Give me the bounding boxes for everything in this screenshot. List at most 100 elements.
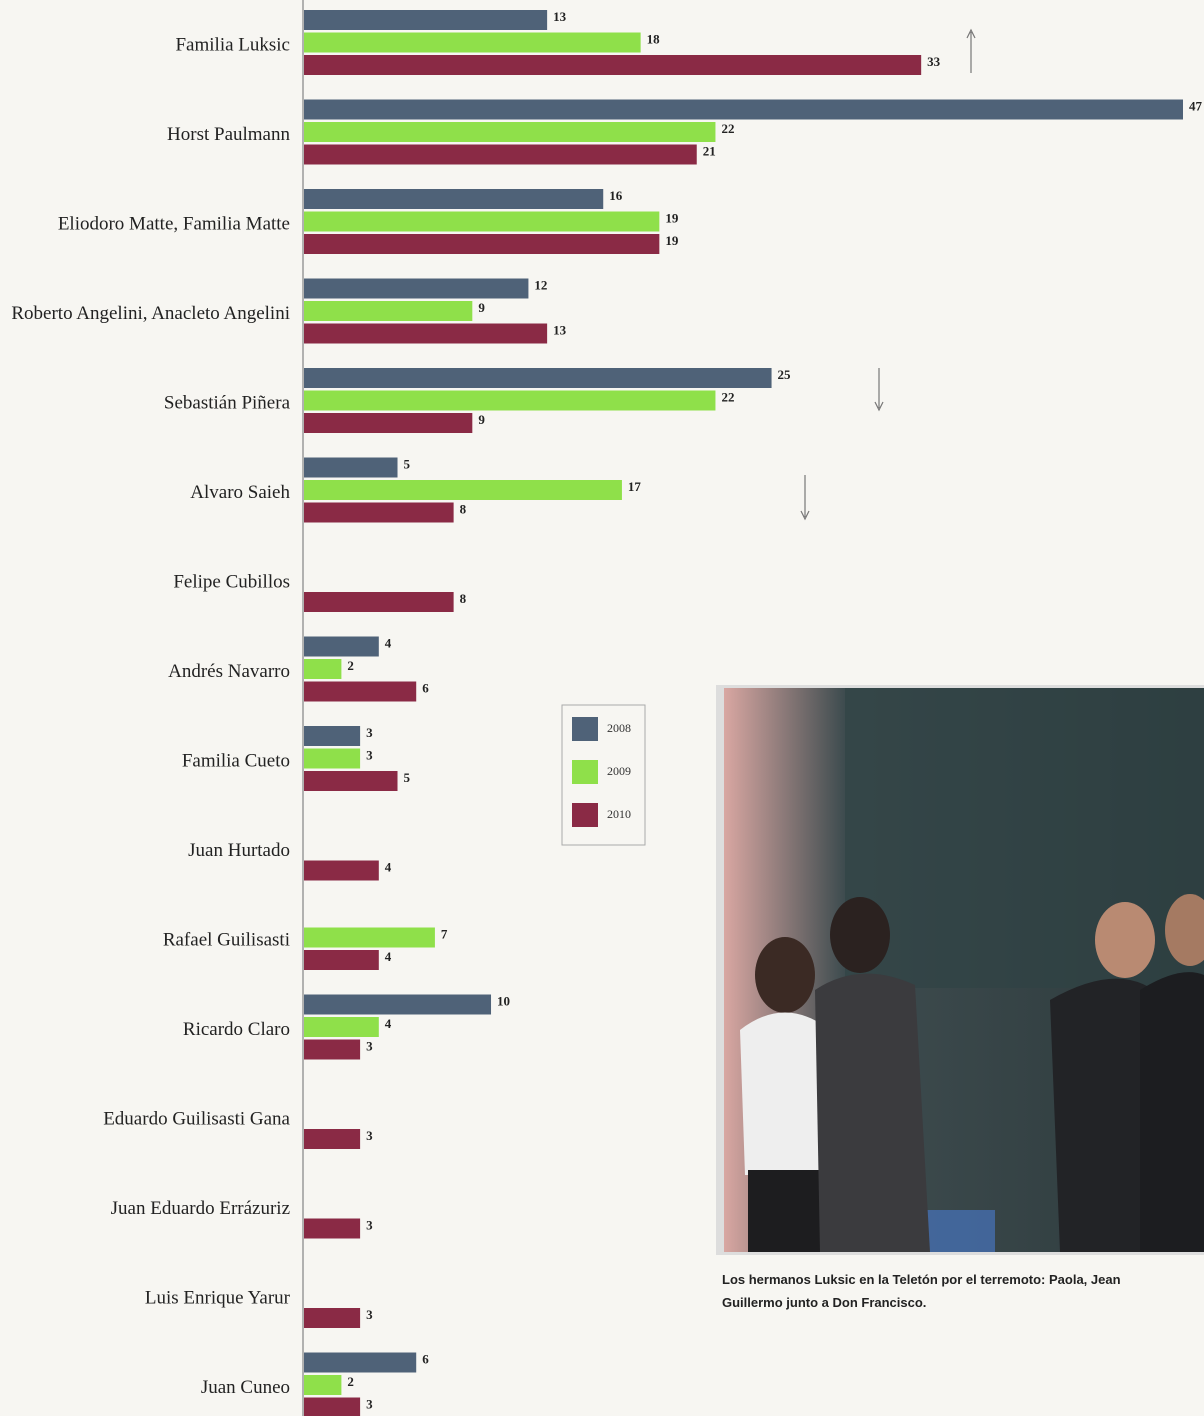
bar	[304, 1017, 379, 1037]
value-label: 13	[553, 322, 567, 337]
legend-swatch	[572, 760, 598, 784]
value-label: 22	[721, 121, 734, 136]
value-label: 12	[534, 277, 547, 292]
value-label: 4	[385, 859, 392, 874]
bar	[304, 636, 379, 657]
category-label: Ricardo Claro	[183, 1019, 290, 1040]
value-label: 5	[404, 770, 411, 785]
bar	[304, 323, 548, 344]
bar	[304, 659, 342, 679]
legend-label: 2010	[607, 807, 631, 821]
value-label: 6	[422, 1351, 429, 1366]
photo-caption: Los hermanos Luksic en la Teletón por el…	[722, 1272, 1121, 1287]
category-label: Andrés Navarro	[168, 661, 290, 682]
bar	[304, 994, 492, 1015]
bar	[304, 390, 716, 411]
bar	[304, 234, 660, 254]
value-label: 4	[385, 635, 392, 650]
category-label: Eduardo Guilisasti Gana	[103, 1108, 290, 1129]
bar	[304, 368, 772, 388]
category-label: Roberto Angelini, Anacleto Angelini	[11, 303, 290, 324]
value-label: 9	[478, 300, 485, 315]
value-label: 3	[366, 1038, 373, 1053]
value-label: 4	[385, 949, 392, 964]
bar	[304, 748, 361, 769]
value-label: 10	[497, 993, 510, 1008]
category-label: Rafael Guilisasti	[163, 929, 290, 950]
bar	[304, 592, 454, 612]
category-label: Sebastián Piñera	[164, 392, 291, 413]
legend-label: 2008	[607, 721, 631, 735]
value-label: 5	[404, 456, 411, 471]
value-label: 19	[665, 233, 679, 248]
photo-people	[740, 894, 1204, 1252]
value-label: 47	[1189, 98, 1203, 113]
bar	[304, 10, 548, 30]
bar	[304, 1352, 417, 1373]
category-label: Alvaro Saieh	[190, 482, 290, 503]
bar	[304, 189, 604, 209]
value-label: 7	[441, 926, 448, 941]
bar	[304, 144, 697, 165]
value-label: 9	[478, 412, 485, 427]
bar	[304, 726, 361, 746]
bar	[304, 771, 398, 791]
value-label: 3	[366, 1128, 373, 1143]
value-label: 8	[460, 591, 467, 606]
bar	[304, 32, 641, 53]
value-label: 18	[647, 31, 661, 46]
value-label: 2	[347, 658, 354, 673]
value-label: 6	[422, 680, 429, 695]
bar	[304, 1397, 361, 1416]
category-label: Horst Paulmann	[167, 124, 290, 145]
value-label: 21	[703, 143, 716, 158]
value-label: 3	[366, 1307, 373, 1322]
bar	[304, 927, 435, 948]
value-label: 16	[609, 188, 623, 203]
value-label: 33	[927, 54, 941, 69]
bar	[304, 211, 660, 232]
value-label: 3	[366, 747, 373, 762]
bar	[304, 681, 417, 702]
value-label: 3	[366, 725, 373, 740]
category-label: Eliodoro Matte, Familia Matte	[58, 213, 290, 234]
bar	[304, 1375, 342, 1395]
value-label: 25	[778, 367, 792, 382]
bar	[304, 99, 1183, 120]
bar	[304, 278, 529, 299]
value-label: 3	[366, 1217, 373, 1232]
value-label: 8	[460, 501, 467, 516]
category-label: Juan Cuneo	[201, 1377, 290, 1398]
bar	[304, 860, 379, 881]
value-label: 3	[366, 1396, 373, 1411]
legend-swatch	[572, 803, 598, 827]
category-label: Luis Enrique Yarur	[145, 1287, 291, 1308]
category-label: Juan Eduardo Errázuriz	[111, 1198, 290, 1219]
bar	[304, 55, 922, 75]
value-label: 13	[553, 9, 567, 24]
photo: Los hermanos Luksic en la Teletón por el…	[716, 685, 1204, 1310]
value-label: 17	[628, 479, 642, 494]
legend: 2008 2009 2010	[561, 704, 646, 846]
bar	[304, 1129, 361, 1149]
value-label: 22	[721, 389, 734, 404]
category-label: Juan Hurtado	[188, 840, 290, 861]
bar	[304, 413, 473, 433]
value-label: 2	[347, 1374, 354, 1389]
category-label: Felipe Cubillos	[173, 571, 290, 592]
bar	[304, 1308, 361, 1328]
category-label: Familia Luksic	[175, 34, 290, 55]
category-label: Familia Cueto	[182, 750, 290, 771]
bar	[304, 457, 398, 478]
bar	[304, 480, 622, 500]
legend-swatch	[572, 717, 598, 741]
legend-label: 2009	[607, 764, 631, 778]
bar	[304, 122, 716, 142]
photo-caption: Guillermo junto a Don Francisco.	[722, 1295, 926, 1310]
bar	[304, 1039, 361, 1060]
bar	[304, 301, 473, 321]
trend-arrows	[800, 28, 976, 521]
bar	[304, 1218, 361, 1239]
value-label: 4	[385, 1016, 392, 1031]
